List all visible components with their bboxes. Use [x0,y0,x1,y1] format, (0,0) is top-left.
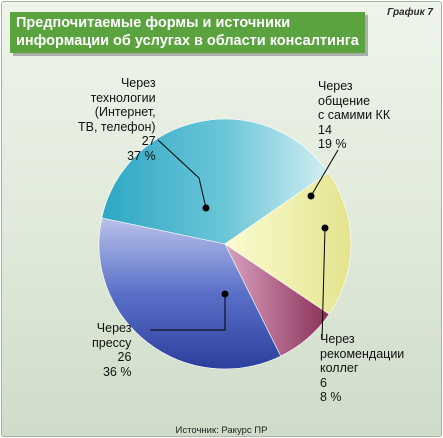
pie-slice-personal [224,172,352,315]
leader-line-technology [157,139,207,209]
label-technology-percent: 37 % [127,148,156,163]
label-press-percent: 36 % [102,364,132,379]
leader-line-press [150,294,226,331]
leader-dot-recommendations [321,224,329,232]
label-recommendations: Через рекомендации коллег 6 8 % [320,332,404,405]
pie-slices [98,118,352,370]
label-recommendations-percent: 8 % [320,390,342,404]
figure-label: График 7 [387,7,433,18]
label-press-line-2: прессу [92,335,132,350]
label-technology-line-3: (Интернет, [94,105,156,119]
label-technology-line-4: ТВ, телефон) [78,119,156,134]
label-personal-line-1: Через [318,79,353,93]
leader-line-recommendations [321,227,326,341]
label-press-value: 26 [117,350,132,364]
label-personal: Через общение с самими КК 14 19 % [318,79,390,152]
label-recommendations-value: 6 [320,375,327,390]
leader-dot-press [221,290,229,298]
label-technology-line-1: Через [120,76,156,90]
source-note: Источник: Ракурс ПР [175,425,268,436]
label-press: Через прессу 26 36 % [92,321,131,379]
label-personal-percent: 19 % [318,137,347,151]
leader-line-personal [310,149,339,197]
label-technology: Через технологии (Интернет, ТВ, телефон)… [78,76,156,163]
pie-slice-press [98,217,282,370]
leader-dot-technology [202,204,210,212]
label-recommendations-line-2: рекомендации [320,346,405,361]
leader-dot-personal [307,192,315,200]
label-personal-line-2: общение [318,93,371,108]
label-technology-value: 27 [141,134,156,148]
label-technology-line-2: технологии [90,90,156,105]
label-press-line-1: Через [96,321,132,335]
label-recommendations-line-3: коллег [320,361,359,375]
label-recommendations-line-1: Через [320,332,355,346]
title-line-1: Предпочитаемые формы и источники [16,15,291,31]
chart-title: Предпочитаемые формы и источники информа… [10,12,365,53]
pie-slice-technology [101,118,329,245]
label-personal-value: 14 [318,122,332,137]
title-line-2: информации об услугах в области консалти… [16,33,359,49]
leader-lines [150,139,339,341]
label-personal-line-3: с самими КК [318,108,391,122]
